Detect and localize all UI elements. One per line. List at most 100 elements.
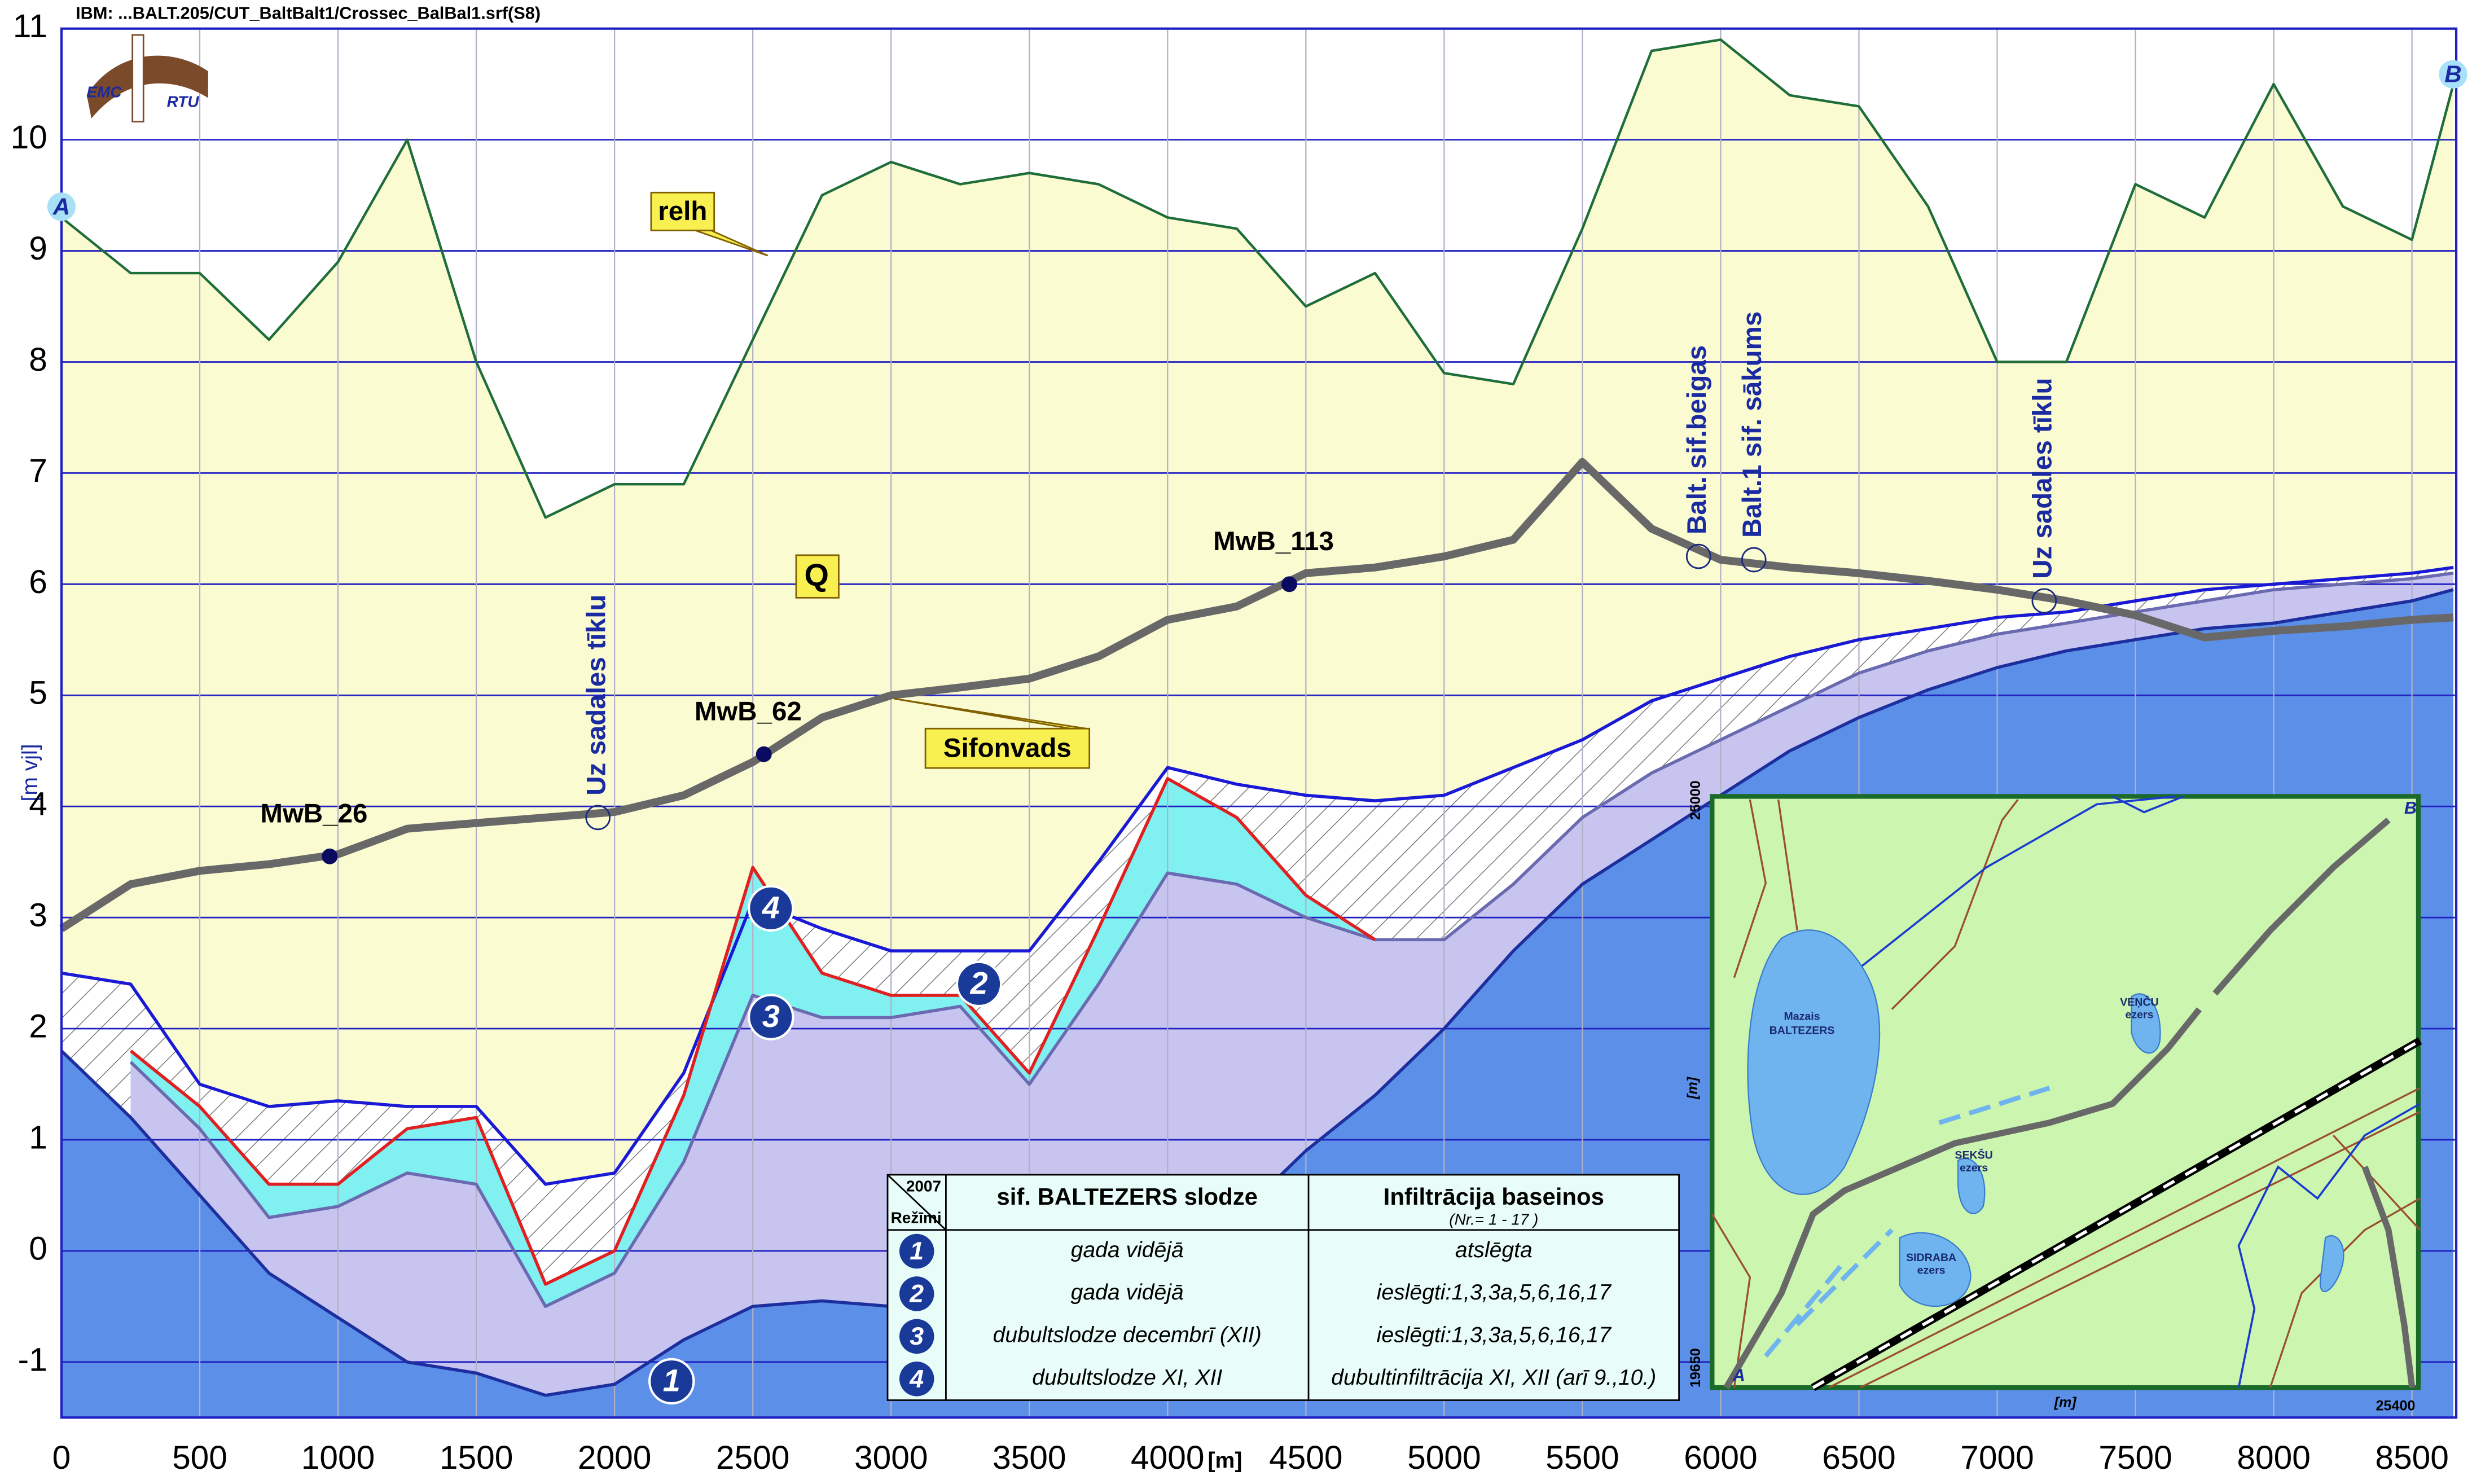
table-cell: 4	[909, 1365, 924, 1393]
lake	[2319, 1235, 2344, 1292]
table-header: sif. BALTEZERS slodze	[996, 1183, 1258, 1210]
x-tick-label: 3000	[854, 1439, 928, 1476]
lake-label-line: ezers	[2125, 1009, 2153, 1021]
lake	[1747, 929, 1881, 1195]
x-tick-label: 7500	[2098, 1439, 2172, 1476]
lake-label-line: ezers	[1917, 1265, 1946, 1277]
table-corner: 2007	[906, 1178, 941, 1195]
lake	[1957, 1157, 1986, 1214]
node-point	[1741, 547, 1767, 573]
y-tick-label: 2	[29, 1008, 47, 1045]
node-label: Uz sadales tīklu	[2027, 377, 2057, 578]
lake	[2131, 993, 2161, 1054]
road	[1860, 1110, 2421, 1389]
x-tick-label: 6500	[1822, 1439, 1896, 1476]
road	[1777, 799, 1798, 931]
x-tick-label: 2000	[578, 1439, 652, 1476]
river	[1856, 795, 2176, 971]
pipeline	[1723, 818, 2391, 1389]
table-cell: 1	[910, 1237, 924, 1265]
channel	[1938, 1086, 2051, 1125]
series-line	[129, 777, 1376, 1286]
y-tick-label: 1	[29, 1119, 47, 1156]
lake-label-line: SIDRABA	[1906, 1252, 1956, 1264]
lake-label-line: SEKŠU	[1955, 1148, 1992, 1162]
well-point	[1281, 576, 1297, 592]
lake-label-line: Mazais	[1784, 1011, 1820, 1023]
lake-label: Mazais BALTEZERS	[1770, 1011, 1835, 1037]
table-cell: dubultinfiltrācija XI, XII (arī 9.,10.)	[1331, 1366, 1656, 1390]
series-line	[59, 458, 2454, 932]
y-tick-label: 11	[13, 8, 47, 45]
node-point	[585, 805, 611, 831]
node-label: Balt. sif.beigas	[1682, 345, 1712, 534]
well-point	[756, 746, 772, 762]
legend-marker	[955, 960, 1003, 1008]
lake-label: VEŅČU ezers	[2120, 995, 2158, 1021]
road	[1828, 1087, 2421, 1389]
map-y-label: [m]	[1684, 1076, 1700, 1100]
chart-title: IBM: ...BALT.205/CUT_BaltBalt1/Crossec_B…	[76, 3, 541, 23]
legend-label: 2	[970, 965, 988, 1000]
series-line	[60, 38, 2455, 519]
lake-label: SIDRABA ezers	[1906, 1252, 1956, 1276]
map-coord: 19650	[1688, 1348, 1703, 1388]
x-tick-label: 5500	[1545, 1439, 1619, 1476]
endpoint-label: A	[52, 193, 70, 219]
lake-label-line: BALTEZERS	[1770, 1025, 1835, 1037]
callout-box	[924, 727, 1091, 769]
table-marker	[899, 1233, 934, 1269]
table-cell: atslēgta	[1455, 1238, 1533, 1262]
logo-pipe	[131, 34, 144, 122]
inset-map: Mazais BALTEZERS VEŅČU ezers SEKŠU ezers SI…	[1684, 780, 2422, 1413]
y-tick-label: 8	[29, 341, 47, 378]
node-label: Uz sadales tīklu	[581, 594, 611, 795]
table-corner: Režīmi	[891, 1209, 942, 1227]
zone-label: Q	[795, 554, 840, 599]
road	[1711, 1213, 1751, 1388]
endpoint-label: B	[2444, 61, 2461, 87]
series-line	[129, 571, 2454, 1309]
y-tick-label: 4	[29, 786, 47, 823]
table-cell: 2	[909, 1280, 924, 1308]
table-frame	[886, 1174, 1680, 1401]
endpoint-b: B	[2439, 60, 2467, 89]
table-marker	[899, 1276, 934, 1311]
logo-text: EMC	[86, 84, 122, 101]
logo: EMC RTU	[86, 34, 208, 122]
zone-box	[795, 554, 840, 599]
x-tick-label: 0	[52, 1439, 71, 1476]
map-lakes	[1747, 929, 2344, 1307]
y-tick-label: 0	[29, 1230, 47, 1267]
lake-label-line: VEŅČU	[2120, 995, 2158, 1009]
legend-label: relh	[658, 196, 707, 226]
well-point	[322, 848, 338, 864]
x-tick-label: 8000	[2237, 1439, 2311, 1476]
legend-label: 4	[762, 889, 780, 925]
lake-label: SEKŠU ezers	[1955, 1148, 1992, 1174]
zone-text: Q	[805, 557, 829, 592]
table-note: (Nr.= 1 - 17 )	[1449, 1210, 1538, 1228]
y-tick-label: 3	[29, 897, 47, 934]
well-label: MwB_26	[260, 799, 367, 829]
map-coord: 25400	[2376, 1398, 2416, 1413]
x-tick-label: 2500	[716, 1439, 790, 1476]
y-tick-label: 9	[29, 230, 47, 267]
pipeline	[2361, 1166, 2416, 1388]
map-coord: 25000	[1688, 780, 1703, 820]
table-marker	[899, 1362, 934, 1397]
x-tick-label: 1000	[301, 1439, 375, 1476]
table-cell: gada vidējā	[1071, 1280, 1184, 1305]
x-tick-label: 8500	[2375, 1439, 2449, 1476]
node-point	[2031, 588, 2057, 614]
y-tick-label: -1	[18, 1341, 47, 1378]
road	[1891, 798, 2019, 1010]
map-x-label: [m]	[2054, 1395, 2078, 1411]
table-diagonal	[887, 1174, 947, 1231]
map-endpoint: A	[1732, 1366, 1745, 1385]
lake-label-line: ezers	[1960, 1162, 1988, 1174]
table-cell: 3	[910, 1323, 924, 1350]
legend-label: 3	[762, 998, 780, 1034]
table-cell: dubultslodze decembrī (XII)	[993, 1323, 1262, 1347]
